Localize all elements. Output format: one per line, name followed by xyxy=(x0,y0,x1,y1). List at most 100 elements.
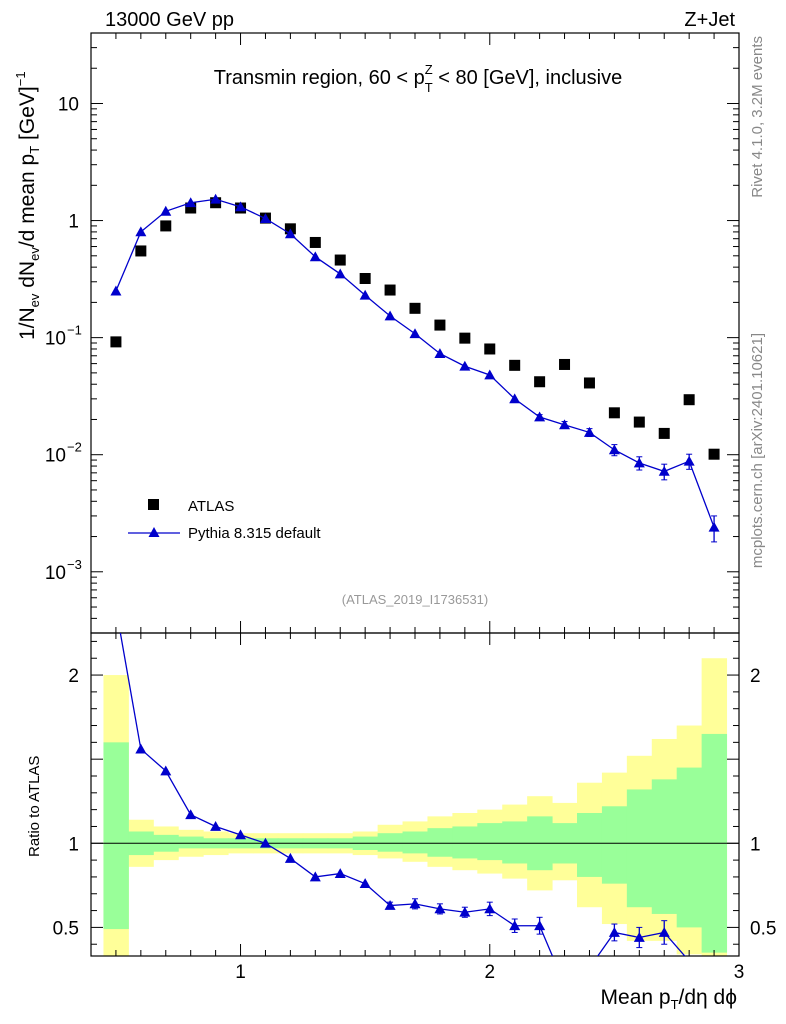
pythia-point xyxy=(235,201,247,212)
y-axis-label: 1/Nev dNev/d mean pT [GeV]−1 xyxy=(13,71,42,340)
ratio-point xyxy=(608,926,620,937)
ratio-point xyxy=(334,868,346,878)
top-label-left: 13000 GeV pp xyxy=(105,9,234,31)
pythia-point xyxy=(409,328,421,339)
atlas-point xyxy=(608,407,620,419)
pythia-point xyxy=(284,228,296,239)
legend-label-atlas: ATLAS xyxy=(188,498,234,515)
ratio-point xyxy=(434,903,446,914)
pythia-point xyxy=(210,193,222,204)
atlas-point xyxy=(559,358,571,370)
ratio-uncertainty-bands xyxy=(103,658,728,956)
ratio-series xyxy=(110,602,720,976)
y-tick-label: 1 xyxy=(68,212,79,233)
atlas-point xyxy=(658,427,670,439)
ratio-y-axis-label: Ratio to ATLAS xyxy=(26,756,43,857)
ratio-point xyxy=(409,898,421,909)
ratio-y-tick-label: 1 xyxy=(68,834,79,855)
y-tick-label: 10 xyxy=(45,446,66,467)
pythia-point xyxy=(359,289,371,300)
atlas-point xyxy=(359,272,371,284)
atlas-point xyxy=(434,319,446,331)
band-green xyxy=(477,823,503,861)
atlas-point xyxy=(633,416,645,428)
pythia-point xyxy=(110,285,122,296)
ratio-point xyxy=(160,765,172,776)
ratio-point xyxy=(110,602,121,612)
pythia-point xyxy=(708,521,720,532)
pythia-point xyxy=(309,251,321,262)
band-green xyxy=(178,836,204,849)
atlas-point xyxy=(160,220,172,232)
ratio-point xyxy=(709,966,720,976)
ratio-point xyxy=(259,837,271,848)
ratio-point xyxy=(484,903,496,914)
ratio-point xyxy=(210,820,222,831)
pythia-point xyxy=(683,455,695,466)
atlas-point xyxy=(459,332,471,344)
pythia-point xyxy=(534,411,546,422)
ratio-point xyxy=(509,920,521,931)
ratio-point xyxy=(235,829,247,840)
ratio-point xyxy=(534,920,546,931)
pythia-point xyxy=(608,444,620,455)
pythia-line xyxy=(115,198,715,528)
band-green xyxy=(377,833,404,852)
band-green xyxy=(676,767,703,928)
ratio-point xyxy=(688,955,690,956)
pythia-point xyxy=(185,197,197,208)
ratio-point xyxy=(135,743,147,754)
y-tick-exponent: −2 xyxy=(67,440,82,455)
x-tick-label: 2 xyxy=(484,962,495,983)
legend-label-pythia: Pythia 8.315 default xyxy=(188,525,321,542)
x-tick-label: 1 xyxy=(235,962,246,983)
pythia-point xyxy=(658,465,670,476)
atlas-point xyxy=(110,336,122,348)
pythia-point xyxy=(484,369,496,380)
ratio-y-tick-label-right: 1 xyxy=(750,834,761,855)
ratio-point xyxy=(384,900,396,910)
pythia-point xyxy=(434,348,446,359)
atlas-point xyxy=(309,236,321,248)
x-axis-label: Mean pT/dη dϕ xyxy=(601,986,737,1012)
main-series xyxy=(110,193,720,543)
ratio-point xyxy=(284,852,296,863)
atlas-point xyxy=(409,302,421,314)
ratio-y-tick-label: 2 xyxy=(68,666,79,687)
band-green xyxy=(103,742,129,930)
side-label-top: Rivet 4.1.0, 3.2M events xyxy=(749,36,766,198)
pythia-point xyxy=(633,457,645,468)
atlas-point xyxy=(484,343,496,355)
atlas-point xyxy=(135,245,147,257)
ratio-y-tick-label-right: 2 xyxy=(750,666,761,687)
band-green xyxy=(402,831,428,854)
band-green xyxy=(626,789,653,908)
legend-marker-pythia xyxy=(148,527,160,537)
ratio-point xyxy=(584,962,595,972)
pythia-point xyxy=(459,360,471,371)
pythia-point xyxy=(559,419,571,430)
atlas-point xyxy=(534,376,546,388)
pythia-point xyxy=(160,205,172,216)
pythia-point xyxy=(384,310,396,321)
band-green xyxy=(577,813,603,877)
pythia-point xyxy=(334,268,346,279)
ratio-point xyxy=(359,878,371,889)
ratio-y-tick-label-right: 0.5 xyxy=(750,918,776,939)
x-tick-label: 3 xyxy=(734,962,745,983)
side-label-bottom: mcplots.cern.ch [arXiv:2401.10621] xyxy=(749,333,766,568)
top-label-right: Z+Jet xyxy=(684,9,735,31)
y-tick-exponent: −1 xyxy=(67,323,82,338)
band-green xyxy=(601,806,628,884)
y-tick-label: 10 xyxy=(45,563,66,584)
band-green xyxy=(502,821,528,864)
atlas-point xyxy=(683,394,695,406)
ratio-y-tick-label: 0.5 xyxy=(53,918,79,939)
atlas-point xyxy=(583,377,595,389)
pythia-point xyxy=(259,213,271,223)
axis-ticks xyxy=(91,32,740,956)
band-green xyxy=(452,826,478,859)
y-tick-exponent: −3 xyxy=(67,557,82,572)
